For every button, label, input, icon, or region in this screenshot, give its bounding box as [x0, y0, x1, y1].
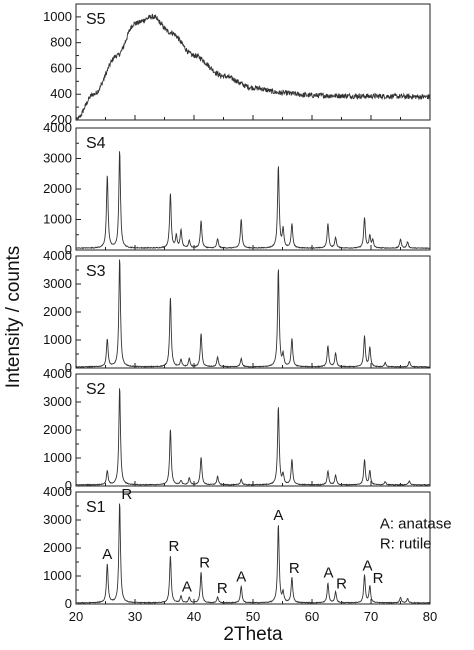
y-tick-label: 800: [50, 35, 72, 50]
y-tick-label: 2000: [43, 304, 72, 319]
panel-frame: [75, 3, 431, 121]
x-tick-label: 50: [246, 609, 260, 624]
legend-entry: R: rutile: [380, 535, 432, 552]
y-tick-label: 1000: [43, 212, 72, 227]
y-tick-label: 400: [50, 86, 72, 101]
series-line-s2: [75, 388, 431, 487]
phase-annotation: A: [182, 578, 192, 595]
panel-frame: [75, 255, 431, 369]
y-tick-label: 1000: [43, 9, 72, 24]
chart-panels: 200 400 600 800 1000 S5 0 1000 2000 3000 4000 S4 0 10…: [43, 3, 452, 611]
y-tick-label: 200: [50, 112, 72, 127]
phase-annotation: A: [362, 557, 372, 574]
x-tick-label: 30: [128, 609, 142, 624]
phase-annotation: R: [199, 555, 210, 572]
y-tick-label: 4000: [43, 248, 72, 263]
series-line-s5: [75, 13, 431, 122]
panel-frame: [75, 127, 431, 251]
y-tick-label: 4000: [43, 120, 72, 135]
y-tick-label: 4000: [43, 366, 72, 381]
x-tick-label: 70: [364, 609, 378, 624]
series-line-s3: [75, 259, 430, 368]
phase-annotation: R: [289, 560, 300, 577]
phase-annotation: R: [121, 486, 132, 503]
panel-s3: 0 1000 2000 3000 4000 S3: [43, 248, 431, 375]
series-line-s4: [75, 151, 431, 250]
panel-label: S5: [86, 11, 106, 28]
panel-label: S4: [86, 135, 106, 152]
y-tick-label: 2000: [43, 540, 72, 555]
panel-label: S2: [86, 381, 106, 398]
x-tick-label: 80: [423, 609, 437, 624]
phase-annotation: A: [102, 546, 112, 563]
panel-label: S1: [86, 499, 106, 516]
series-line-s1: [75, 503, 431, 604]
y-tick-label: 1000: [43, 332, 72, 347]
y-tick-label: 1000: [43, 568, 72, 583]
x-tick-label: 20: [69, 609, 83, 624]
y-tick-label: 0: [65, 242, 72, 257]
x-axis-title: 2Theta: [223, 624, 283, 645]
y-tick-label: 3000: [43, 512, 72, 527]
legend-entry: A: anatase: [380, 515, 452, 532]
phase-annotation: A: [324, 564, 334, 581]
panel-frame: [75, 491, 431, 605]
x-tick-label: 40: [187, 609, 201, 624]
panel-s5: 200 400 600 800 1000 S5: [43, 3, 431, 127]
y-tick-label: 600: [50, 60, 72, 75]
y-tick-label: 0: [65, 596, 72, 611]
y-tick-label: 4000: [43, 484, 72, 499]
y-tick-label: 2000: [43, 422, 72, 437]
x-axis: 20 30 40 50 60 70 80: [69, 609, 437, 624]
phase-annotation: R: [169, 538, 180, 555]
phase-annotation: A: [273, 507, 283, 524]
y-tick-label: 3000: [43, 276, 72, 291]
phase-annotation: R: [373, 570, 384, 587]
x-tick-label: 60: [305, 609, 319, 624]
panel-s2: 0 1000 2000 3000 4000 S2: [43, 366, 431, 493]
phase-annotation: A: [236, 569, 246, 586]
y-tick-label: 3000: [43, 394, 72, 409]
phase-annotation: R: [336, 576, 347, 593]
y-tick-label: 0: [65, 478, 72, 493]
panel-label: S3: [86, 263, 106, 280]
phase-annotation: R: [217, 580, 228, 597]
y-tick-label: 3000: [43, 151, 72, 166]
panel-frame: [75, 373, 431, 487]
y-tick-label: 0: [65, 360, 72, 375]
y-tick-label: 2000: [43, 181, 72, 196]
y-axis-title: Intensity / counts: [3, 246, 24, 389]
y-tick-label: 1000: [43, 450, 72, 465]
panel-s4: 0 1000 2000 3000 4000 S4: [43, 120, 431, 257]
